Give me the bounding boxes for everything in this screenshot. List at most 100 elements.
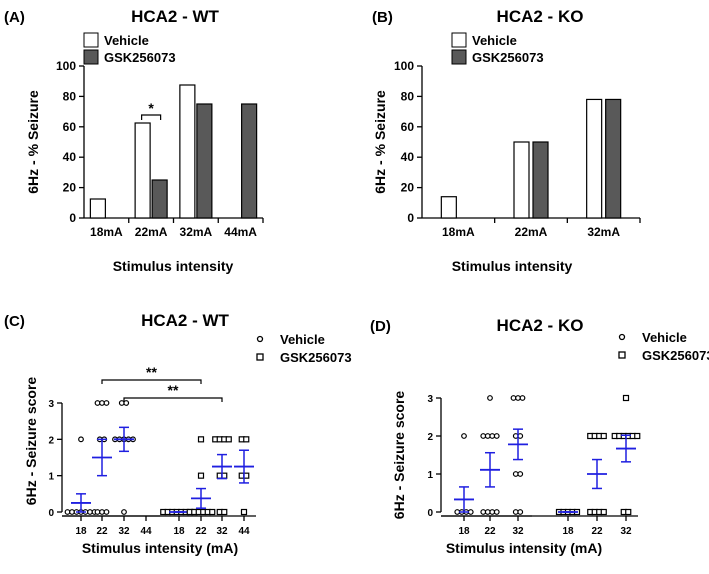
panel-d-point-gsk <box>634 432 641 440</box>
panel-b-y-tick-label: 60 <box>401 120 415 134</box>
panel-a-bar-gsk <box>196 103 213 219</box>
panel-d-point-vehicle <box>493 509 500 515</box>
panel-d-point-gsk <box>625 508 632 516</box>
panel-b-bar-gsk <box>605 98 622 219</box>
panel-a-y-tick-label: 20 <box>63 181 77 195</box>
panel-d-point-gsk <box>622 394 630 402</box>
legend-vehicle-label: Vehicle <box>104 33 149 48</box>
panel-b-x-tick-label: 18mA <box>442 225 475 239</box>
panel-c-point-vehicle <box>123 400 130 406</box>
panel-c-x-tick-label: 18 <box>173 526 185 537</box>
panel-b-ylabel: 6Hz - % Seizure <box>372 90 388 194</box>
panel-d-point-vehicle <box>461 433 467 439</box>
panel-c-point-gsk <box>240 508 248 516</box>
panel-a-label: (A) <box>4 9 25 26</box>
panel-c-x-tick-label: 18 <box>75 526 87 537</box>
panel-d-ylabel: 6Hz - Seizure score <box>391 391 407 520</box>
panel-d-point-gsk <box>600 508 607 516</box>
panel-a-x-tick-label: 32mA <box>180 225 213 239</box>
panel-c-x-tick-label: 44 <box>238 526 250 537</box>
panel-c-title: HCA2 - WT <box>141 311 229 330</box>
panel-a-sig-label: * <box>148 100 154 116</box>
panel-c-y-tick-label: 0 <box>48 508 54 519</box>
panel-b-bar-vehicle <box>513 141 530 219</box>
panel-c-point-gsk <box>225 436 232 443</box>
panel-d-y-tick-label: 0 <box>427 508 433 519</box>
panel-d: (D) HCA2 - KO Vehicle GSK256073 6Hz - Se… <box>370 316 709 556</box>
legend-gsk-marker <box>256 353 264 361</box>
panel-d-point-gsk <box>600 432 607 440</box>
panel-d-y-tick-label: 2 <box>427 432 433 443</box>
panel-a-title: HCA2 - WT <box>131 7 219 26</box>
panel-a-xlabel: Stimulus intensity <box>113 258 234 274</box>
legend-gsk-marker <box>618 351 626 359</box>
panel-c-y-tick-label: 2 <box>48 435 54 446</box>
panel-a-y-tick-label: 100 <box>56 59 76 73</box>
panel-b-label: (B) <box>372 9 393 26</box>
panel-a-y-tick-label: 0 <box>69 211 76 225</box>
panel-a-bar-vehicle <box>179 84 196 219</box>
panel-b: (B) HCA2 - KO Vehicle GSK256073 6Hz - % … <box>372 7 641 274</box>
panel-a-bar-gsk <box>151 179 168 219</box>
panel-c-point-gsk <box>221 508 228 516</box>
panel-a: (A) HCA2 - WT Vehicle GSK256073 6Hz - % … <box>4 7 264 274</box>
panel-c-ylabel: 6Hz - Seizure score <box>23 377 39 506</box>
panel-a-x-tick-label: 18mA <box>90 225 123 239</box>
panel-b-title: HCA2 - KO <box>497 7 584 26</box>
panel-d-x-tick-label: 18 <box>562 526 574 537</box>
panel-d-x-tick-label: 32 <box>620 526 632 537</box>
panel-c-y-tick-label: 3 <box>48 399 54 410</box>
panel-c-x-tick-label: 44 <box>140 526 152 537</box>
panel-b-y-tick-label: 80 <box>401 89 415 103</box>
legend-vehicle-label: Vehicle <box>642 330 687 345</box>
panel-a-bar-gsk <box>241 103 258 219</box>
legend-gsk-label: GSK256073 <box>280 350 352 365</box>
panel-a-y-tick-label: 40 <box>63 150 77 164</box>
panel-c-sig-bracket <box>101 379 202 384</box>
legend-vehicle-label: Vehicle <box>472 33 517 48</box>
panel-c-point-vehicle <box>103 400 110 406</box>
panel-d-y-tick-label: 1 <box>427 470 433 481</box>
panel-a-x-tick-label: 22mA <box>135 225 168 239</box>
legend-gsk-swatch <box>83 49 99 65</box>
panel-d-x-tick-label: 18 <box>458 526 470 537</box>
panel-d-x-tick-label: 32 <box>512 526 524 537</box>
panel-c-point-gsk <box>197 472 205 479</box>
panel-b-xlabel: Stimulus intensity <box>452 258 573 274</box>
panel-b-bar-vehicle <box>440 196 457 219</box>
panel-c-x-tick-label: 32 <box>118 526 130 537</box>
panel-d-x-tick-label: 22 <box>591 526 603 537</box>
panel-d-point-vehicle <box>517 471 524 477</box>
panel-c-sig-label: ** <box>146 364 157 380</box>
panel-d-y-tick-label: 3 <box>427 394 433 405</box>
panel-c-sig-bracket <box>123 397 223 402</box>
legend-vehicle-swatch <box>83 32 99 48</box>
panel-b-y-tick-label: 0 <box>407 211 414 225</box>
panel-c-x-tick-label: 32 <box>216 526 228 537</box>
panel-a-x-tick-label: 44mA <box>224 225 257 239</box>
legend-gsk-label: GSK256073 <box>642 348 709 363</box>
panel-b-bar-gsk <box>532 141 549 219</box>
panel-b-y-tick-label: 20 <box>401 181 415 195</box>
panel-b-y-tick-label: 40 <box>401 150 415 164</box>
panel-c-point-vehicle <box>103 509 110 515</box>
panel-c-label: (C) <box>4 313 25 330</box>
panel-a-y-tick-label: 60 <box>63 120 77 134</box>
panel-d-title: HCA2 - KO <box>497 316 584 335</box>
legend-gsk-label: GSK256073 <box>472 50 544 65</box>
legend-gsk-label: GSK256073 <box>104 50 176 65</box>
panel-c-y-tick-label: 1 <box>48 472 54 483</box>
panel-d-point-vehicle <box>493 433 500 439</box>
panel-b-x-tick-label: 22mA <box>515 225 548 239</box>
panel-c-x-tick-label: 22 <box>195 526 207 537</box>
panel-a-bar-vehicle <box>89 198 106 219</box>
panel-c-xlabel: Stimulus intensity (mA) <box>82 540 238 556</box>
panel-d-x-tick-label: 22 <box>484 526 496 537</box>
panel-a-sig-bracket <box>141 114 162 120</box>
panel-b-x-tick-label: 32mA <box>587 225 620 239</box>
legend-gsk-swatch <box>451 49 467 65</box>
panel-d-point-vehicle <box>517 509 524 515</box>
legend-vehicle-marker <box>618 333 626 341</box>
panel-d-point-vehicle <box>487 395 493 401</box>
